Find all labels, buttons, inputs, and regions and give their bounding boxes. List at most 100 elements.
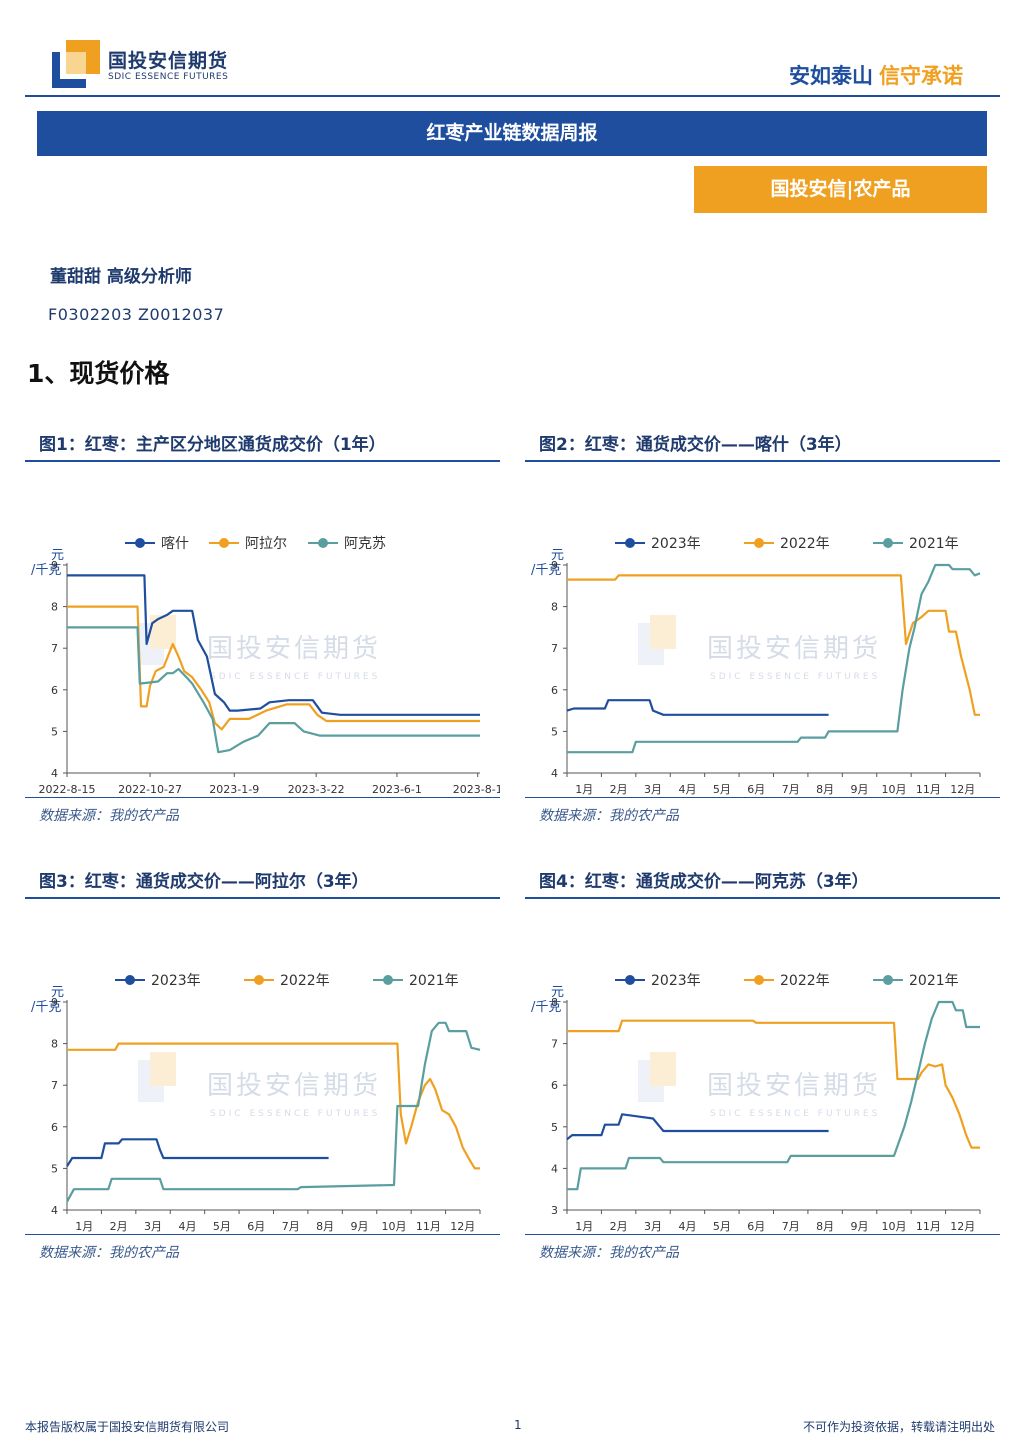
x-tick-label: 1月 <box>575 1220 593 1232</box>
chart-bottom-divider <box>25 1234 500 1235</box>
chart-title-divider <box>25 460 500 462</box>
author-line: 董甜甜 高级分析师 <box>50 267 192 287</box>
x-tick-label: 9月 <box>851 1220 869 1232</box>
x-tick-label: 6月 <box>747 783 765 795</box>
x-tick-label: 1月 <box>75 1220 93 1232</box>
company-logo: 国投安信期货 SDIC ESSENCE FUTURES <box>52 40 242 88</box>
y-tick-label: 9 <box>51 559 58 572</box>
footer-disclaimer: 不可作为投资依据，转载请注明出处 <box>802 1420 995 1434</box>
series-line <box>567 563 981 754</box>
y-tick-label: 4 <box>51 1204 58 1217</box>
x-tick-label: 7月 <box>782 783 800 795</box>
watermark: 国投安信期货 SDIC ESSENCE FUTURES <box>138 1052 381 1119</box>
y-tick-label: 9 <box>551 559 558 572</box>
y-tick-label: 6 <box>51 684 58 697</box>
y-unit-label: /千克 <box>531 563 561 578</box>
watermark-subtext: SDIC ESSENCE FUTURES <box>710 672 880 682</box>
chart-source: 数据来源：我的农产品 <box>539 808 679 824</box>
legend-label: 2023年 <box>651 536 701 552</box>
watermark: 国投安信期货 SDIC ESSENCE FUTURES <box>638 615 881 682</box>
chart-2-svg: 国投安信期货 SDIC ESSENCE FUTURES 元/千克 2023年 2022年… <box>531 536 981 795</box>
header-divider <box>25 95 1000 97</box>
watermark-logo-block <box>650 615 676 649</box>
chart-title: 图4：红枣：通货成交价——阿克苏（3年） <box>539 872 869 892</box>
watermark-subtext: SDIC ESSENCE FUTURES <box>210 1109 380 1119</box>
x-tick-label: 8月 <box>816 1220 834 1232</box>
chart-title: 图1：红枣：主产区分地区通货成交价（1年） <box>39 435 386 455</box>
legend-marker <box>125 975 135 985</box>
legend-marker <box>383 975 393 985</box>
legend-marker <box>625 975 635 985</box>
y-tick-label: 4 <box>51 767 58 780</box>
x-tick-label: 12月 <box>950 783 975 795</box>
legend-label: 阿拉尔 <box>245 536 287 552</box>
x-tick-label: 12月 <box>450 1220 475 1232</box>
y-unit-label: /千克 <box>31 563 61 578</box>
x-tick-label: 2023-1-9 <box>209 783 259 795</box>
watermark-subtext: SDIC ESSENCE FUTURES <box>210 672 380 682</box>
y-unit-label: 元 <box>551 985 564 1000</box>
logo-mark-icon <box>52 40 100 88</box>
x-tick-label: 5月 <box>213 1220 231 1232</box>
x-tick-label: 4月 <box>178 1220 196 1232</box>
y-unit-label: 元 <box>51 548 64 563</box>
series-line <box>567 1019 980 1149</box>
series-line <box>67 1042 480 1170</box>
section-title: 1、现货价格 <box>27 359 170 388</box>
watermark-subtext: SDIC ESSENCE FUTURES <box>710 1109 880 1119</box>
x-tick-label: 10月 <box>381 1220 406 1232</box>
chart-title-divider <box>25 897 500 899</box>
x-tick-label: 3月 <box>644 783 662 795</box>
legend-label: 2021年 <box>909 973 959 989</box>
series-line <box>66 1021 481 1203</box>
chart-bottom-divider <box>25 797 500 798</box>
y-unit-label: 元 <box>51 985 64 1000</box>
x-tick-label: 8月 <box>316 1220 334 1232</box>
x-tick-label: 2023-3-22 <box>288 783 345 795</box>
report-category: 国投安信|农产品 <box>694 166 987 213</box>
y-tick-label: 5 <box>551 725 558 738</box>
y-tick-label: 8 <box>551 601 558 614</box>
series-line <box>67 574 480 716</box>
y-unit-label: 元 <box>551 548 564 563</box>
y-tick-label: 3 <box>551 1204 558 1217</box>
x-tick-label: 4月 <box>678 783 696 795</box>
x-tick-label: 2月 <box>610 1220 628 1232</box>
logo-chinese-name: 国投安信期货 <box>108 50 229 72</box>
x-tick-label: 6月 <box>747 1220 765 1232</box>
x-tick-label: 8月 <box>816 783 834 795</box>
slogan-part2: 信守承诺 <box>879 64 963 88</box>
y-tick-label: 7 <box>551 1038 558 1051</box>
chart-title: 图3：红枣：通货成交价——阿拉尔（3年） <box>39 872 369 892</box>
y-tick-label: 4 <box>551 767 558 780</box>
y-tick-label: 8 <box>551 996 558 1009</box>
watermark-logo-block <box>650 1052 676 1086</box>
chart-source: 数据来源：我的农产品 <box>539 1245 679 1261</box>
watermark-text: 国投安信期货 <box>207 1071 381 1101</box>
x-tick-label: 3月 <box>144 1220 162 1232</box>
legend-marker <box>754 975 764 985</box>
x-tick-label: 11月 <box>416 1220 441 1232</box>
x-tick-label: 2023-6-1 <box>372 783 422 795</box>
legend-marker <box>625 538 635 548</box>
x-tick-label: 11月 <box>916 1220 941 1232</box>
x-tick-label: 11月 <box>916 783 941 795</box>
chart-bottom-divider <box>525 1234 1000 1235</box>
y-tick-label: 9 <box>51 996 58 1009</box>
x-tick-label: 1月 <box>575 783 593 795</box>
chart-title: 图2：红枣：通货成交价——喀什（3年） <box>539 435 852 455</box>
legend-label: 2021年 <box>909 536 959 552</box>
report-title: 红枣产业链数据周报 <box>37 111 987 156</box>
watermark-text: 国投安信期货 <box>707 634 881 664</box>
legend-marker <box>883 538 893 548</box>
x-tick-label: 10月 <box>881 783 906 795</box>
chart-3-svg: 国投安信期货 SDIC ESSENCE FUTURES 元/千克 2023年 2022年… <box>31 973 481 1232</box>
legend-marker <box>883 975 893 985</box>
chart-source: 数据来源：我的农产品 <box>39 1245 179 1261</box>
y-tick-label: 7 <box>51 642 58 655</box>
legend-marker <box>318 538 328 548</box>
y-tick-label: 5 <box>51 725 58 738</box>
legend-label: 2022年 <box>280 973 330 989</box>
series-line <box>67 605 480 731</box>
x-tick-label: 7月 <box>282 1220 300 1232</box>
